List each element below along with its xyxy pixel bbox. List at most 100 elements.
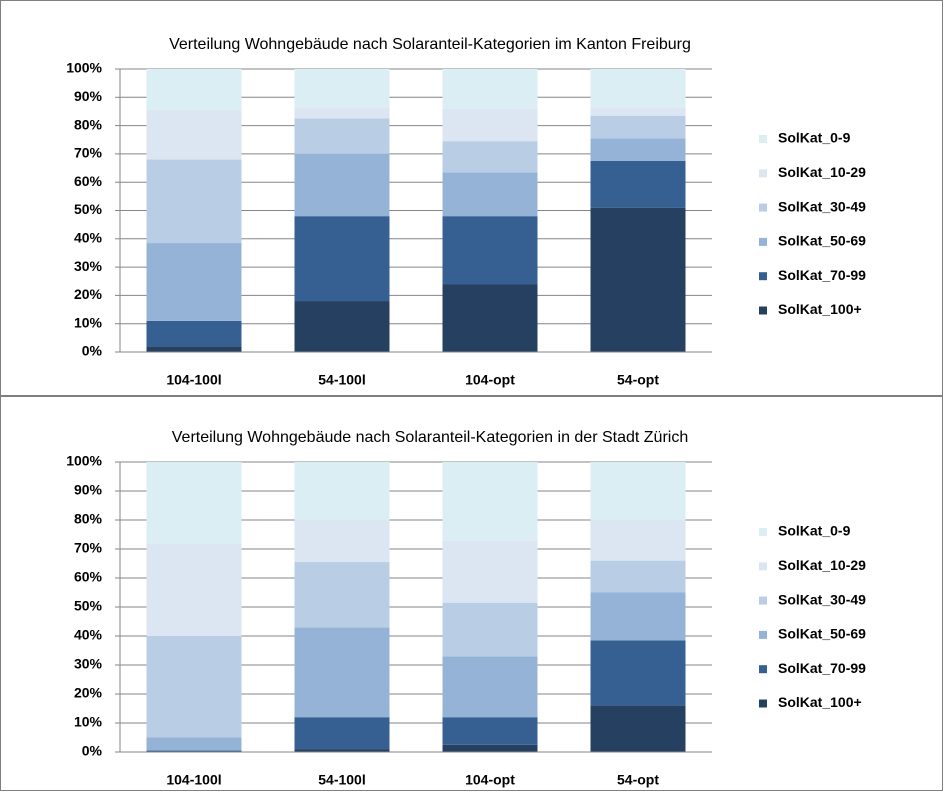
legend-swatch xyxy=(759,528,767,536)
y-tick-label: 40% xyxy=(74,627,103,643)
legend-label: SolKat_10-29 xyxy=(778,164,866,180)
y-tick-label: 10% xyxy=(74,714,103,730)
bar-segment xyxy=(146,110,242,160)
y-tick-label: 50% xyxy=(74,201,103,217)
bar-segment xyxy=(590,640,686,706)
y-tick-label: 20% xyxy=(74,685,103,701)
legend-label: SolKat_30-49 xyxy=(778,198,866,214)
y-tick-label: 90% xyxy=(74,88,103,104)
bar-segment xyxy=(146,243,242,321)
bar-segment xyxy=(442,602,538,657)
bar-segment xyxy=(294,749,390,752)
bar-segment xyxy=(590,207,686,352)
bar-segment xyxy=(590,592,686,641)
bar-segment xyxy=(294,520,390,563)
y-tick-label: 60% xyxy=(74,569,103,585)
bar-segment xyxy=(590,520,686,561)
bar-segment xyxy=(294,462,390,520)
legend-swatch xyxy=(759,630,767,639)
bar-segment xyxy=(590,69,686,108)
bar-segment xyxy=(442,744,538,752)
legend-swatch xyxy=(759,169,767,178)
bar-segment xyxy=(590,138,686,161)
x-tick-label: 54-opt xyxy=(617,772,659,788)
x-tick-label: 54-100l xyxy=(318,372,365,388)
bar-segment xyxy=(294,301,390,352)
bar-segment xyxy=(442,656,538,718)
legend-swatch xyxy=(759,135,767,143)
legend-label: SolKat_70-99 xyxy=(778,660,866,676)
bar-segment xyxy=(442,540,538,603)
legend-label: SolKat_30-49 xyxy=(778,591,866,607)
legend-swatch xyxy=(759,237,767,246)
y-tick-label: 0% xyxy=(82,343,103,359)
y-tick-label: 70% xyxy=(74,145,103,161)
chart: Verteilung Wohngebäude nach Solaranteil-… xyxy=(0,396,943,791)
bar-segment xyxy=(590,462,686,520)
bar-segment xyxy=(146,159,242,244)
y-tick-label: 100% xyxy=(66,453,102,469)
y-tick-label: 0% xyxy=(82,743,103,759)
y-tick-label: 90% xyxy=(74,482,103,498)
y-tick-label: 40% xyxy=(74,230,103,246)
legend-label: SolKat_10-29 xyxy=(778,557,866,573)
bar-segment xyxy=(294,153,390,217)
bar-segment xyxy=(146,636,242,738)
bar-segment xyxy=(294,69,390,108)
legend-swatch xyxy=(759,665,767,674)
x-tick-label: 104-opt xyxy=(465,772,515,788)
bar-segment xyxy=(442,108,538,142)
bar-segment xyxy=(442,717,538,745)
y-tick-label: 80% xyxy=(74,116,103,132)
bar-segment xyxy=(294,107,390,119)
bar-segment xyxy=(294,118,390,154)
chart: Verteilung Wohngebäude nach Solaranteil-… xyxy=(0,0,943,396)
legend-swatch xyxy=(759,272,767,281)
bar-segment xyxy=(146,346,242,352)
bar-segment xyxy=(590,107,686,116)
legend-swatch xyxy=(759,699,767,708)
bar-segment xyxy=(294,717,390,750)
bar-segment xyxy=(442,284,538,352)
bar-segment xyxy=(442,69,538,109)
chart-title: Verteilung Wohngebäude nach Solaranteil-… xyxy=(169,36,691,53)
bar-segment xyxy=(590,560,686,593)
y-tick-label: 10% xyxy=(74,314,103,330)
legend-label: SolKat_70-99 xyxy=(778,267,866,283)
y-tick-label: 30% xyxy=(74,656,103,672)
y-tick-label: 20% xyxy=(74,286,103,302)
x-tick-label: 54-100l xyxy=(318,772,365,788)
legend-label: SolKat_50-69 xyxy=(778,233,866,249)
bar-segment xyxy=(294,216,390,302)
legend-swatch xyxy=(759,562,767,571)
y-tick-label: 70% xyxy=(74,540,103,556)
legend-swatch xyxy=(759,306,767,315)
legend-label: SolKat_0-9 xyxy=(778,523,851,539)
bar-segment xyxy=(442,216,538,285)
bar-segment xyxy=(146,543,242,636)
legend-label: SolKat_0-9 xyxy=(778,130,851,146)
bar-segment xyxy=(146,750,242,752)
bar-segment xyxy=(442,172,538,217)
bar-segment xyxy=(442,141,538,173)
bar-segment xyxy=(590,160,686,208)
legend-label: SolKat_100+ xyxy=(778,301,862,317)
legend-label: SolKat_100+ xyxy=(778,694,862,710)
bar-segment xyxy=(146,737,242,751)
x-tick-label: 54-opt xyxy=(617,372,659,388)
bar-segment xyxy=(294,562,390,628)
bar-segment xyxy=(146,320,242,347)
bar-segment xyxy=(146,69,242,111)
chart-title: Verteilung Wohngebäude nach Solaranteil-… xyxy=(172,429,688,446)
legend-swatch xyxy=(759,203,767,212)
bar-segment xyxy=(442,462,538,541)
y-tick-label: 80% xyxy=(74,511,103,527)
y-tick-label: 100% xyxy=(66,60,102,76)
x-tick-label: 104-100l xyxy=(166,772,221,788)
x-tick-label: 104-opt xyxy=(465,372,515,388)
bar-segment xyxy=(590,705,686,752)
y-tick-label: 50% xyxy=(74,598,103,614)
y-tick-label: 30% xyxy=(74,258,103,274)
y-tick-label: 60% xyxy=(74,173,103,189)
